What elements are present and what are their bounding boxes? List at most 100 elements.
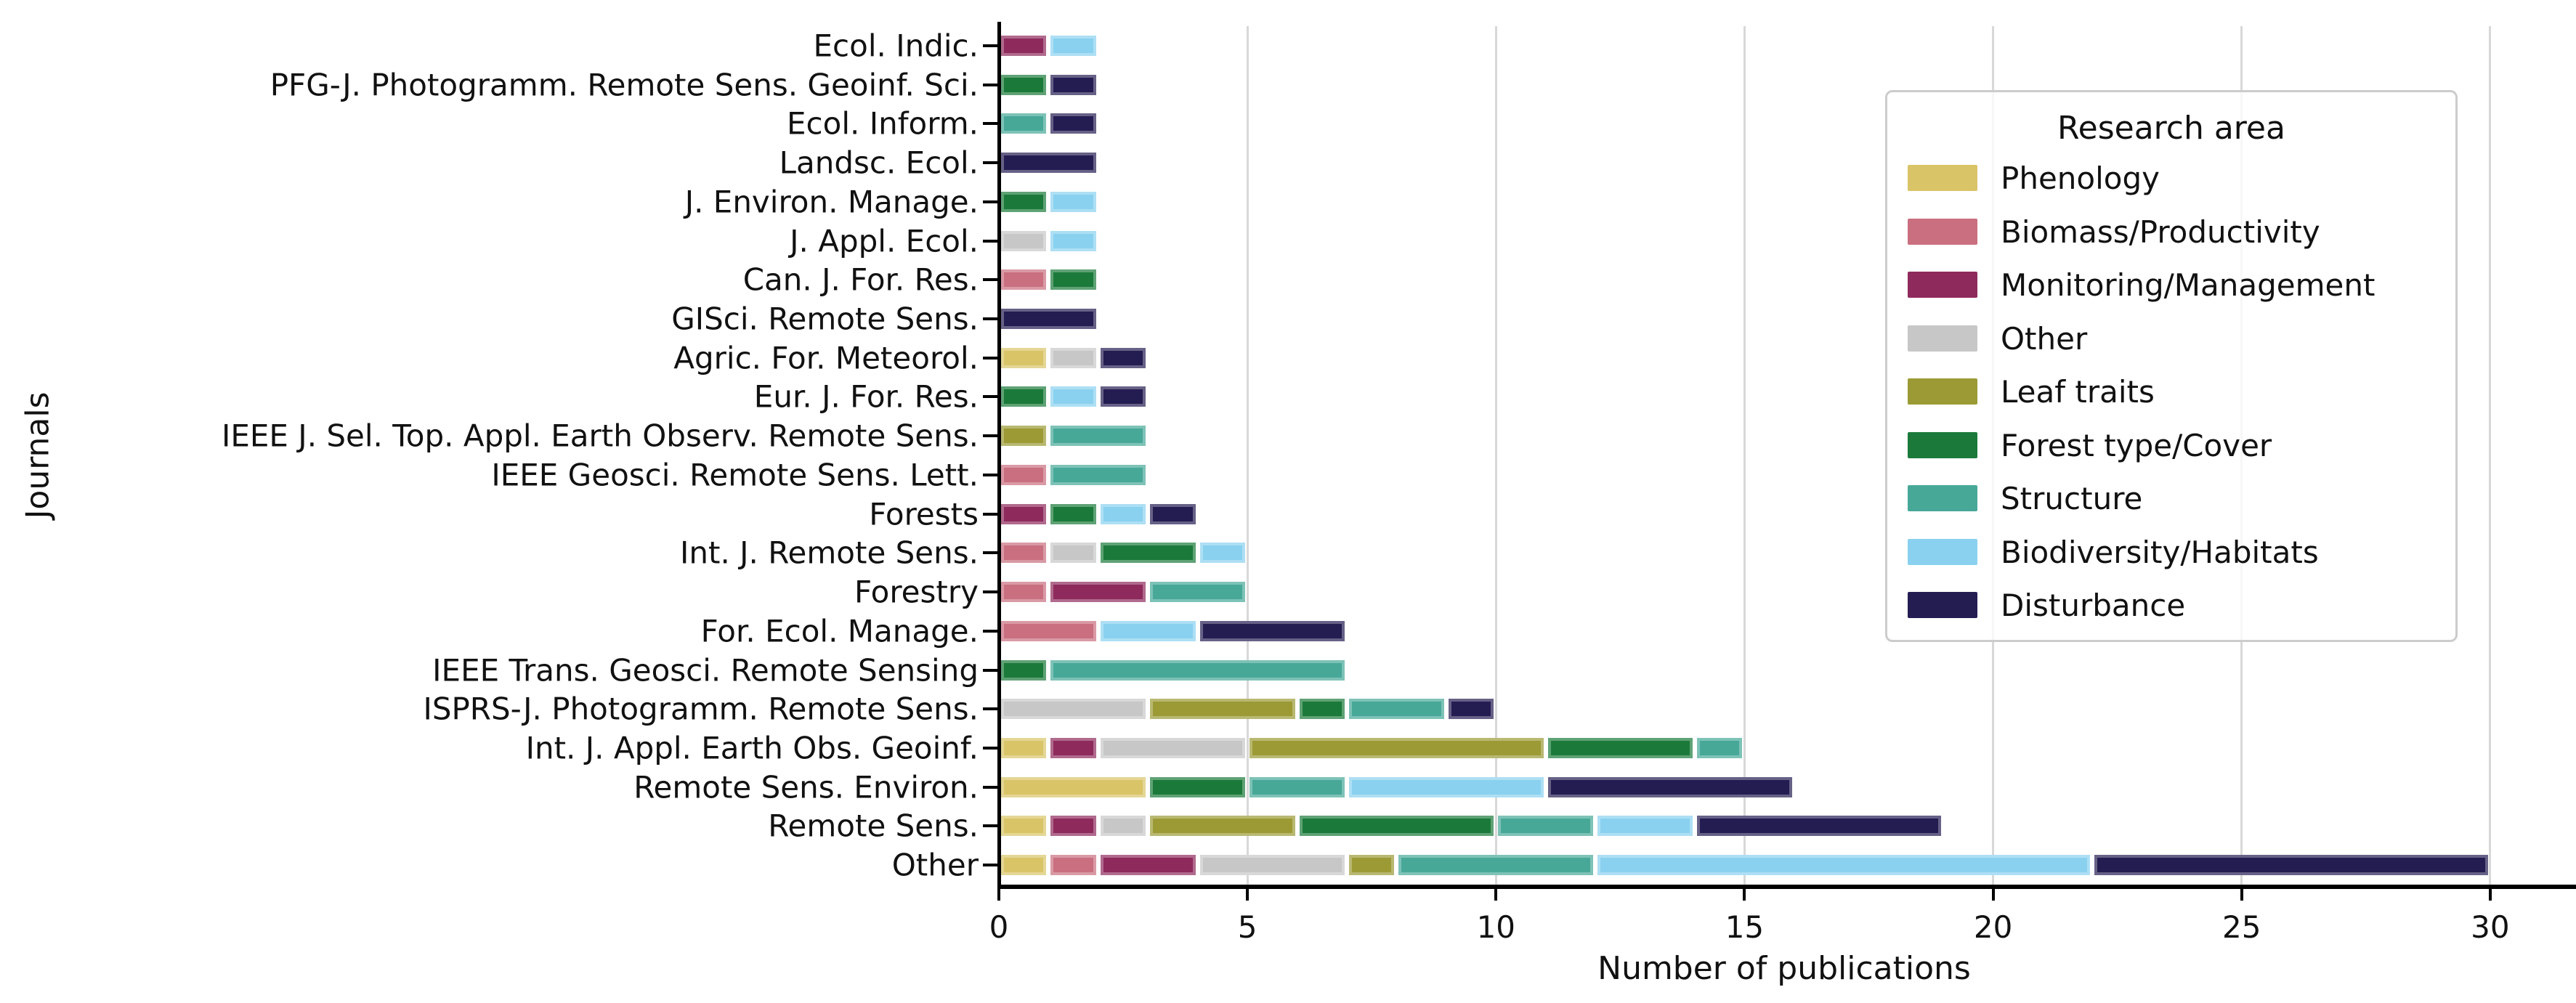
y-tick	[983, 83, 999, 86]
y-tick	[983, 512, 999, 516]
y-tick	[983, 278, 999, 282]
y-tick	[983, 785, 999, 789]
legend-swatch	[1908, 218, 1977, 245]
x-axis-label: Number of publications	[1597, 950, 1971, 987]
y-tick	[983, 746, 999, 750]
bar-segment	[1001, 620, 1096, 641]
gridline-x-30	[2489, 26, 2492, 885]
x-tick-label: 25	[2222, 909, 2261, 945]
bar-segment	[1100, 386, 1146, 407]
bar-segment	[1597, 816, 1693, 837]
legend-entry: Monitoring/Management	[1887, 266, 2455, 309]
bar-segment	[1001, 426, 1047, 447]
journal-tick-label: Forestry	[854, 574, 979, 610]
bar-segment	[1199, 543, 1246, 564]
y-tick	[983, 668, 999, 672]
x-tick-label: 10	[1476, 909, 1516, 945]
bar-segment	[1001, 543, 1047, 564]
y-tick	[983, 824, 999, 828]
journal-tick-label: IEEE J. Sel. Top. Appl. Earth Observ. Re…	[221, 418, 979, 454]
journal-tick-label: J. Environ. Manage.	[684, 184, 979, 220]
legend-entry: Phenology	[1887, 159, 2455, 203]
legend-entry: Disturbance	[1887, 586, 2455, 630]
bar-segment	[1001, 737, 1047, 758]
bar-segment	[1349, 699, 1444, 720]
y-tick	[983, 122, 999, 126]
legend-swatch	[1908, 431, 1977, 458]
gridline-x-5	[1246, 26, 1249, 885]
y-axis-spine	[997, 22, 1001, 888]
bar-segment	[1697, 737, 1743, 758]
bar-segment	[1001, 464, 1047, 485]
legend-swatch	[1908, 592, 1977, 618]
legend-entry: Forest type/Cover	[1887, 426, 2455, 470]
journal-tick-label: For. Ecol. Manage.	[700, 613, 979, 649]
journal-tick-label: Landsc. Ecol.	[779, 145, 979, 181]
legend-label: Forest type/Cover	[2001, 427, 2272, 463]
bar-segment	[1001, 386, 1047, 407]
legend-label: Leaf traits	[2001, 374, 2155, 410]
legend-label: Biomass/Productivity	[2001, 214, 2320, 250]
bar-segment	[1498, 816, 1594, 837]
y-tick	[983, 590, 999, 594]
bar-segment	[1001, 659, 1047, 681]
legend-swatch	[1908, 538, 1977, 565]
legend-box: Research area Phenology Biomass/Productiv…	[1885, 90, 2458, 642]
bar-segment	[1050, 347, 1096, 368]
bar-segment	[1001, 699, 1146, 720]
journal-tick-label: IEEE Geosci. Remote Sens. Lett.	[491, 457, 979, 493]
journal-tick-label: Eur. J. For. Res.	[753, 378, 979, 415]
bar-segment	[1150, 699, 1295, 720]
x-tick-label: 0	[989, 909, 1009, 945]
bar-segment	[1050, 659, 1345, 681]
y-tick	[983, 434, 999, 438]
journal-tick-label: PFG-J. Photogramm. Remote Sens. Geoinf. …	[270, 67, 979, 103]
bar-segment	[1349, 855, 1395, 876]
y-tick	[983, 239, 999, 243]
bar-segment	[1547, 776, 1792, 797]
bar-segment	[1398, 855, 1594, 876]
journal-tick-label: Ecol. Indic.	[813, 28, 979, 64]
x-tick	[1991, 885, 1995, 901]
y-tick	[983, 395, 999, 399]
bar-segment	[1050, 35, 1096, 56]
x-tick	[2240, 885, 2243, 901]
bar-segment	[1100, 816, 1146, 837]
legend-swatch	[1908, 272, 1977, 298]
legend-entry: Structure	[1887, 479, 2455, 523]
y-tick	[983, 317, 999, 320]
bar-segment	[1299, 699, 1345, 720]
bar-segment	[1249, 737, 1544, 758]
bar-segment	[1100, 737, 1246, 758]
bar-segment	[1001, 153, 1096, 174]
journal-tick-label: GISci. Remote Sens.	[671, 301, 979, 337]
journal-tick-label: Ecol. Inform.	[787, 105, 979, 142]
bar-segment	[1001, 855, 1047, 876]
bar-segment	[1050, 582, 1146, 603]
legend-label: Structure	[2001, 481, 2143, 516]
journal-tick-label: Can. J. For. Res.	[742, 261, 979, 298]
bar-segment	[1001, 308, 1096, 329]
bar-segment	[1100, 543, 1196, 564]
legend-label: Disturbance	[2001, 588, 2186, 623]
bar-segment	[1249, 776, 1345, 797]
bar-segment	[1349, 776, 1544, 797]
x-axis-spine	[997, 885, 2576, 889]
x-tick-label: 30	[2471, 909, 2510, 945]
bar-segment	[1001, 582, 1047, 603]
journal-tick-label: Agric. For. Meteorol.	[673, 340, 979, 376]
journal-tick-label: Other	[891, 847, 979, 883]
bar-segment	[1050, 113, 1096, 134]
journal-tick-label: Forests	[869, 496, 979, 532]
x-tick	[1246, 885, 1249, 901]
journal-tick-label: Remote Sens. Environ.	[633, 769, 979, 805]
journal-tick-label: Int. J. Appl. Earth Obs. Geoinf.	[525, 730, 979, 766]
bar-segment	[1001, 816, 1047, 837]
bar-segment	[1001, 74, 1047, 95]
x-tick	[1494, 885, 1498, 901]
bar-segment	[2094, 855, 2488, 876]
y-tick	[983, 356, 999, 360]
bar-segment	[1001, 347, 1047, 368]
bar-segment	[1050, 855, 1096, 876]
